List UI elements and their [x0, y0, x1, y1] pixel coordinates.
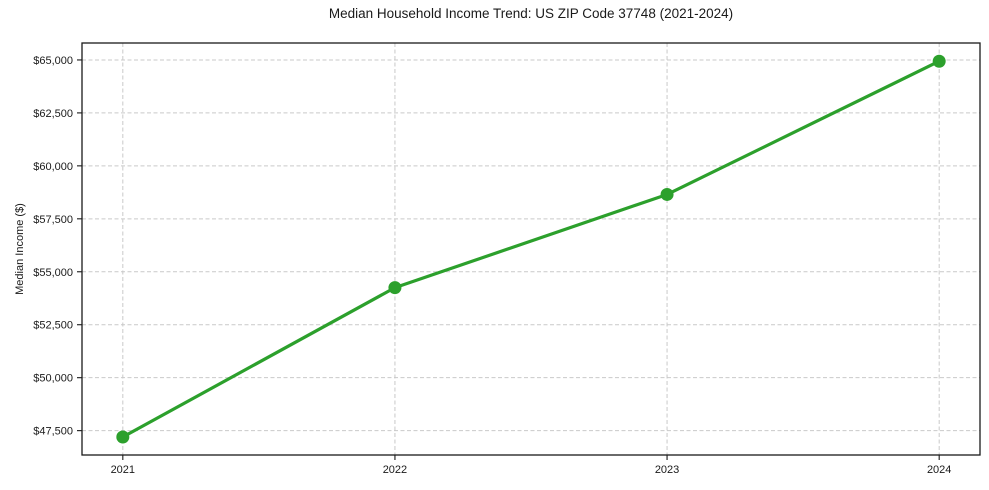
x-tick-label: 2024	[927, 464, 951, 476]
y-tick-label: $62,500	[33, 108, 73, 120]
y-tick-label: $60,000	[33, 161, 73, 173]
y-tick-label: $52,500	[33, 320, 73, 332]
data-point	[116, 430, 130, 444]
chart-title: Median Household Income Trend: US ZIP Co…	[328, 6, 734, 21]
trend-line	[121, 59, 941, 439]
x-tick-label: 2022	[383, 464, 407, 476]
data-point	[932, 54, 946, 68]
data-point	[388, 281, 402, 295]
data-point	[660, 187, 674, 201]
y-tick-label: $47,500	[33, 426, 73, 438]
y-tick-label: $50,000	[33, 373, 73, 385]
y-tick-label: $57,500	[33, 214, 73, 226]
plot-border	[81, 42, 981, 456]
y-tick-label: $65,000	[33, 55, 73, 67]
x-tick-label: 2021	[111, 464, 135, 476]
x-tick-label: 2023	[655, 464, 679, 476]
y-tick-label: $55,000	[33, 267, 73, 279]
